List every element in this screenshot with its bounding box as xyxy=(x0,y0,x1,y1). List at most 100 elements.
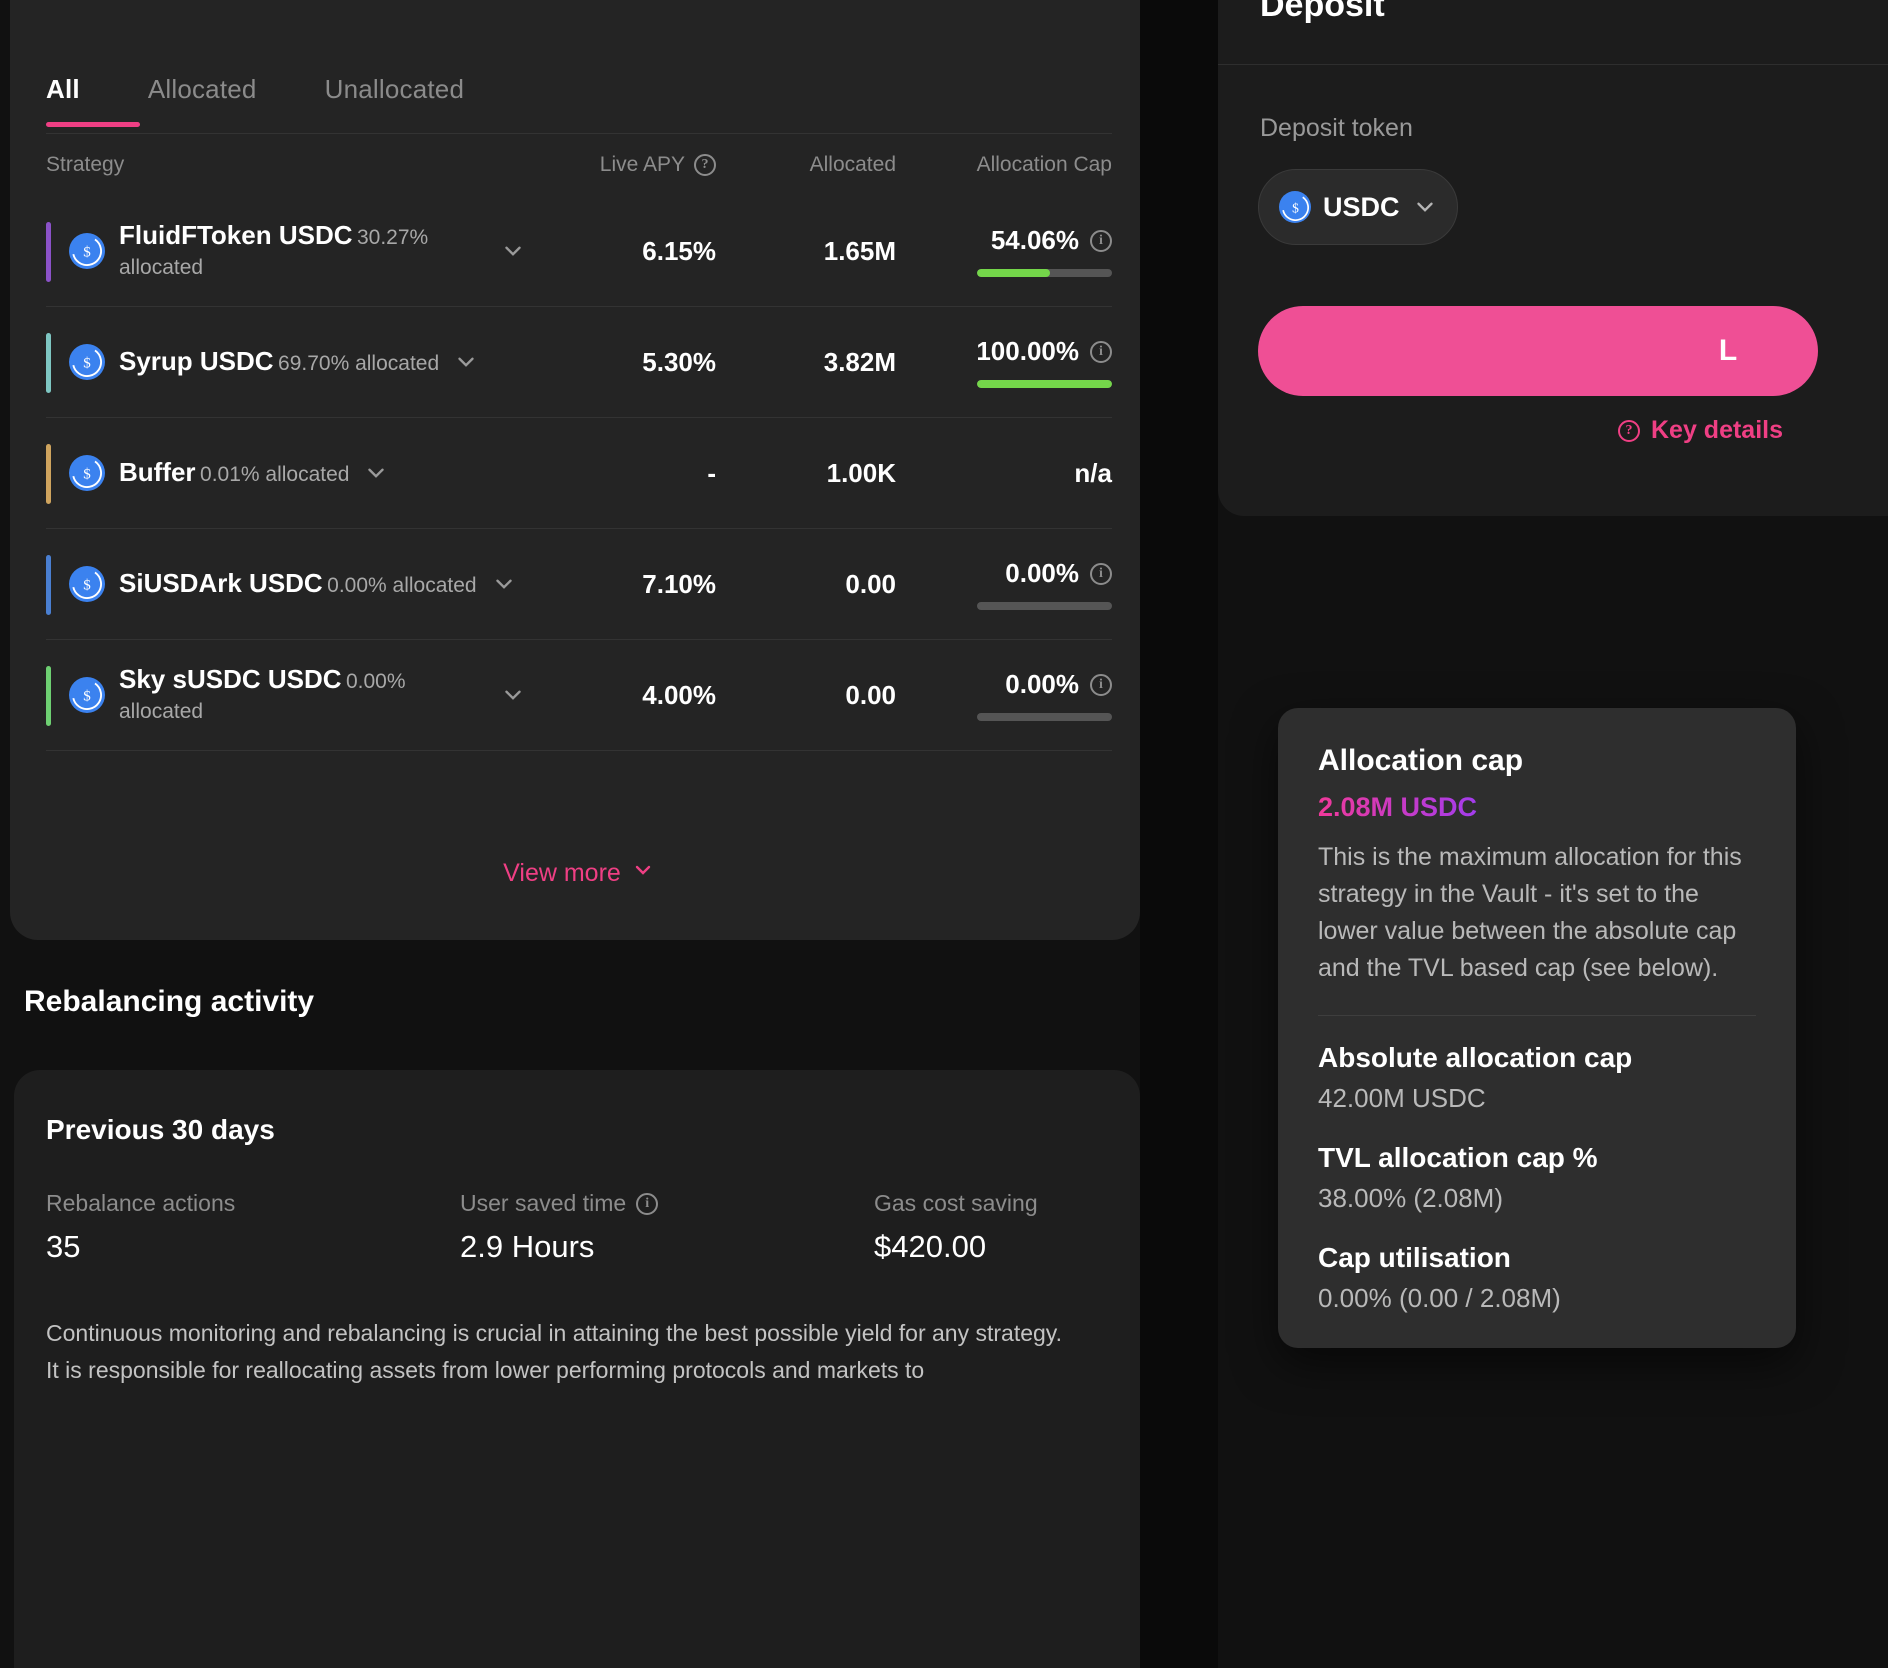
tab-unallocated[interactable]: Unallocated xyxy=(324,74,465,104)
svg-text:$: $ xyxy=(83,356,91,372)
live-apy-value: 6.15% xyxy=(642,235,716,266)
allocation-cap-tooltip: Allocation cap 2.08M USDC This is the ma… xyxy=(1278,708,1796,1348)
col-header-live-apy-label: Live APY xyxy=(599,153,685,176)
allocation-cap-bar-track xyxy=(977,602,1112,610)
allocated-value: 3.82M xyxy=(823,346,896,377)
strategy-name: FluidFToken USDC xyxy=(119,220,353,251)
strategy-text: FluidFToken USDC 30.27% allocated xyxy=(119,220,486,282)
strategy-allocation: 30.27% allocated xyxy=(119,226,429,279)
tooltip-divider xyxy=(1318,1015,1756,1016)
allocation-cap-cell: 0.00% i xyxy=(896,669,1112,721)
strategy-text: Buffer 0.01% allocated xyxy=(119,457,349,489)
chevron-down-icon xyxy=(631,858,655,889)
tabs-divider xyxy=(46,133,1112,134)
allocation-cap-value: 0.00% xyxy=(1005,669,1079,699)
allocation-cap-value: n/a xyxy=(1074,457,1112,488)
chevron-down-icon[interactable] xyxy=(491,571,517,597)
strategy-name: Syrup USDC xyxy=(119,345,274,376)
live-apy-value: 5.30% xyxy=(642,346,716,377)
allocation-cap-top: 54.06% i xyxy=(896,225,1112,256)
stat-label-text: User saved time xyxy=(460,1190,627,1216)
stat-gas-cost-saving: Gas cost saving $420.00 xyxy=(874,1190,1174,1265)
allocated-value: 0.00 xyxy=(845,679,896,710)
help-icon[interactable]: ? xyxy=(694,154,716,176)
table-row[interactable]: $ SiUSDArk USDC 0.00% allocated 7.10% 0.… xyxy=(46,529,1112,640)
table-row[interactable]: $ Buffer 0.01% allocated - 1.00K n/a xyxy=(46,418,1112,529)
chevron-down-icon xyxy=(1412,194,1438,220)
tooltip-section-absolute-cap: Absolute allocation cap 42.00M USDC xyxy=(1318,1042,1756,1114)
svg-text:$: $ xyxy=(83,578,91,594)
view-more-button[interactable]: View more xyxy=(46,858,1112,889)
tooltip-section-title: TVL allocation cap % xyxy=(1318,1142,1598,1173)
stat-label: Gas cost saving xyxy=(874,1190,1174,1217)
chevron-down-icon[interactable] xyxy=(500,682,526,708)
deposit-token-value: USDC xyxy=(1323,191,1400,222)
usdc-coin-icon: $ xyxy=(69,677,105,713)
table-row[interactable]: $ Syrup USDC 69.70% allocated 5.30% 3.82… xyxy=(46,307,1112,418)
deposit-title: Deposit xyxy=(1260,0,1385,24)
usdc-coin-icon: $ xyxy=(69,455,105,491)
stat-rebalance-actions: Rebalance actions 35 xyxy=(46,1190,460,1265)
info-icon[interactable]: i xyxy=(1090,673,1112,696)
info-icon[interactable]: i xyxy=(636,1192,659,1215)
live-apy-value: - xyxy=(707,457,716,488)
svg-text:$: $ xyxy=(83,689,91,705)
key-details-label: Key details xyxy=(1651,416,1784,444)
strategy-cell: $ Syrup USDC 69.70% allocated xyxy=(46,344,526,380)
deposit-token-select[interactable]: $ USDC xyxy=(1258,169,1458,245)
strategy-allocation: 0.01% allocated xyxy=(200,462,350,486)
row-accent-bar xyxy=(46,444,51,504)
row-accent-bar xyxy=(46,333,51,393)
strategy-cell: $ Sky sUSDC USDC 0.00% allocated xyxy=(46,664,526,726)
table-row[interactable]: $ FluidFToken USDC 30.27% allocated 6.15… xyxy=(46,196,1112,307)
info-icon[interactable]: i xyxy=(1090,229,1112,252)
allocation-cap-bar-track xyxy=(977,269,1112,277)
deposit-token-label: Deposit token xyxy=(1260,114,1413,142)
strategy-allocation: 69.70% allocated xyxy=(278,351,440,375)
rebalancing-description: Continuous monitoring and rebalancing is… xyxy=(46,1320,1062,1384)
allocation-cap-cell: n/a xyxy=(896,458,1112,489)
allocation-cap-cell: 54.06% i xyxy=(896,225,1112,277)
help-icon: ? xyxy=(1618,419,1640,442)
chevron-down-icon[interactable] xyxy=(363,460,389,486)
row-accent-bar xyxy=(46,666,51,726)
strategy-text: SiUSDArk USDC 0.00% allocated xyxy=(119,568,477,600)
tab-allocated[interactable]: Allocated xyxy=(147,74,257,104)
col-header-strategy: Strategy xyxy=(46,153,125,176)
chevron-down-icon[interactable] xyxy=(453,349,479,375)
rebalancing-title: Rebalancing activity xyxy=(24,985,315,1018)
usdc-coin-icon: $ xyxy=(1279,191,1311,223)
strategy-text: Sky sUSDC USDC 0.00% allocated xyxy=(119,664,486,726)
deposit-panel: Deposit Deposit token $ USDC L ? Key det… xyxy=(1218,0,1888,516)
table-row[interactable]: $ Sky sUSDC USDC 0.00% allocated 4.00% 0… xyxy=(46,640,1112,751)
info-icon[interactable]: i xyxy=(1090,562,1112,585)
allocation-cap-top: 0.00% i xyxy=(896,669,1112,700)
allocated-value: 1.00K xyxy=(826,457,896,488)
tooltip-section-cap-utilisation: Cap utilisation 0.00% (0.00 / 2.08M) xyxy=(1318,1242,1756,1314)
stat-user-saved-time: User saved time i 2.9 Hours xyxy=(460,1190,874,1265)
stat-value: 35 xyxy=(46,1229,81,1264)
strategy-tabs: All Allocated Unallocated xyxy=(46,74,498,127)
info-icon[interactable]: i xyxy=(1090,340,1112,363)
stat-label-text: Rebalance actions xyxy=(46,1190,236,1216)
col-header-allocated: Allocated xyxy=(809,153,896,176)
tooltip-body: This is the maximum allocation for this … xyxy=(1318,843,1742,982)
tooltip-section-value: 0.00% (0.00 / 2.08M) xyxy=(1318,1283,1561,1313)
usdc-coin-icon: $ xyxy=(69,233,105,269)
allocation-cap-value: 100.00% xyxy=(976,336,1079,366)
tooltip-section-tvl-cap: TVL allocation cap % 38.00% (2.08M) xyxy=(1318,1142,1756,1214)
deposit-cta-button[interactable]: L xyxy=(1258,306,1818,396)
view-more-label: View more xyxy=(503,859,621,887)
rebalancing-subtitle: Previous 30 days xyxy=(46,1114,275,1145)
allocation-cap-bar-track xyxy=(977,380,1112,388)
tooltip-accent-value: 2.08M USDC xyxy=(1318,792,1478,822)
tooltip-title: Allocation cap xyxy=(1318,744,1524,777)
allocation-cap-value: 54.06% xyxy=(990,225,1079,255)
key-details-link[interactable]: ? Key details xyxy=(1618,416,1783,445)
tab-all[interactable]: All xyxy=(46,74,140,127)
stat-label: User saved time i xyxy=(460,1190,874,1217)
allocation-cap-bar-fill xyxy=(977,380,1112,388)
tooltip-section-value: 42.00M USDC xyxy=(1318,1083,1486,1113)
rebalancing-card: Previous 30 days Rebalance actions 35 Us… xyxy=(14,1070,1140,1668)
chevron-down-icon[interactable] xyxy=(500,238,526,264)
